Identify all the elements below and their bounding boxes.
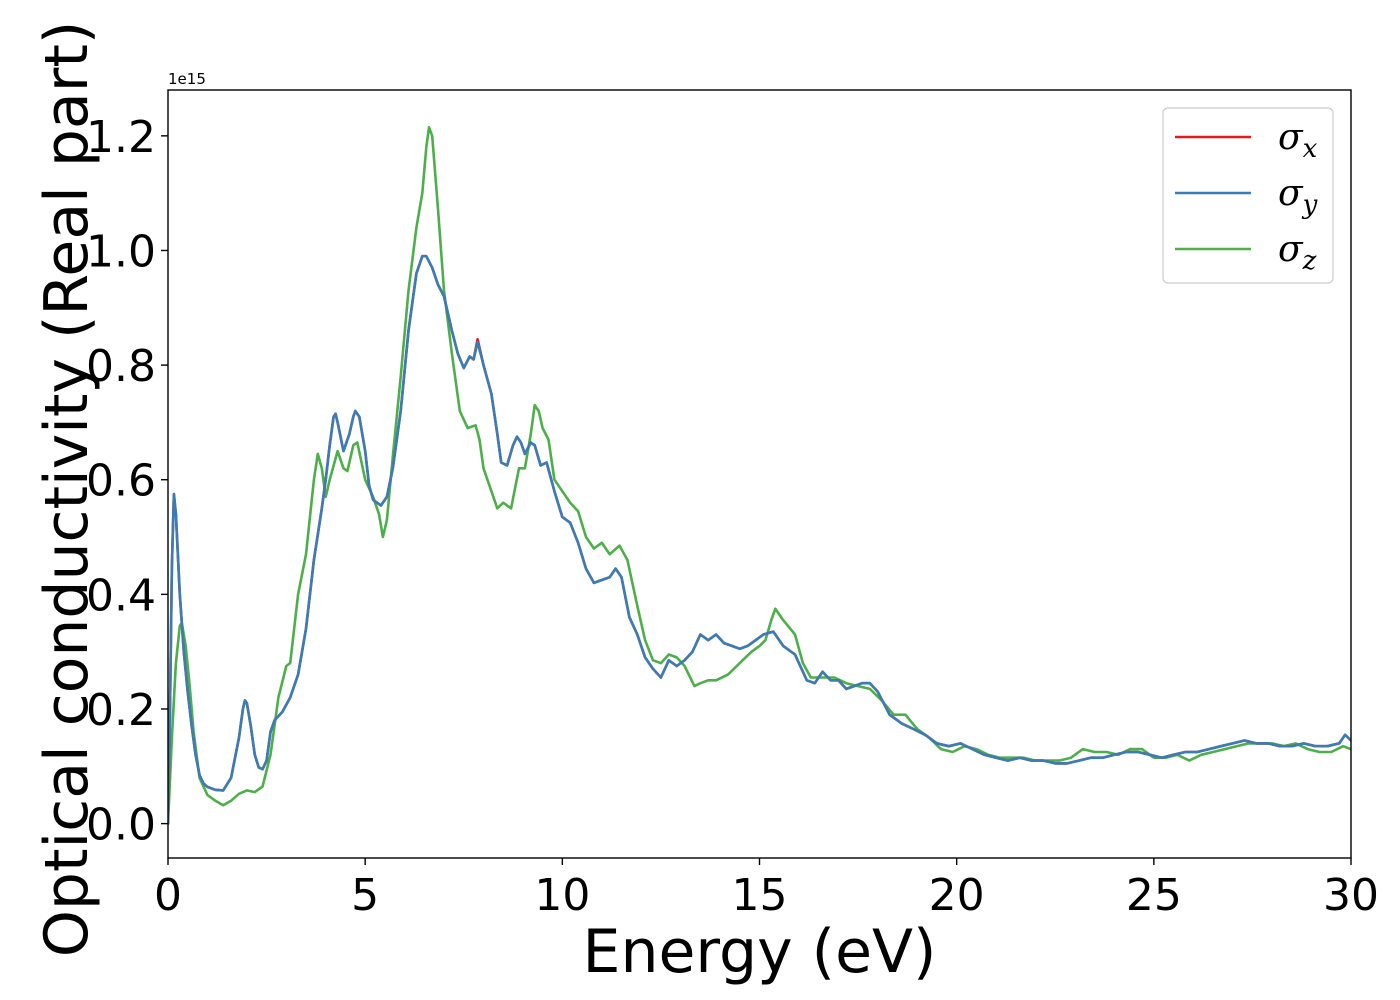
- y-axis-label: Optical conductivity (Real part): [32, 21, 102, 958]
- y-tick-label: 0.2: [86, 685, 156, 736]
- series-line-x: [168, 254, 1351, 825]
- x-tick-label: 5: [351, 870, 379, 921]
- legend-label-y: σy: [1278, 173, 1318, 220]
- x-tick-label: 30: [1323, 870, 1379, 921]
- y-tick-label: 1.0: [86, 226, 156, 277]
- series-line-z: [168, 126, 1351, 825]
- legend-label-x: σx: [1278, 117, 1318, 164]
- x-tick-label: 20: [929, 870, 985, 921]
- x-tick-label: 25: [1126, 870, 1182, 921]
- legend-box: [1162, 107, 1334, 284]
- y-tick-label: 1.2: [86, 112, 156, 163]
- x-axis-ticks: 0 5 10 15 20 25 30: [154, 858, 1379, 921]
- x-tick-label: 10: [534, 870, 590, 921]
- legend-label-z: σz: [1278, 229, 1317, 276]
- y-tick-label: 0.0: [86, 800, 156, 851]
- x-tick-label: 0: [154, 870, 182, 921]
- series-line-y: [168, 254, 1351, 825]
- x-tick-label: 15: [732, 870, 788, 921]
- y-axis-offset-label: 1e15: [168, 70, 206, 88]
- x-axis-label: Energy (eV): [583, 917, 937, 987]
- y-tick-label: 0.6: [86, 456, 156, 507]
- legend: σx σy σz: [1162, 107, 1334, 284]
- plot-lines: [168, 126, 1351, 825]
- y-tick-label: 0.4: [86, 570, 156, 621]
- y-tick-label: 0.8: [86, 341, 156, 392]
- y-axis-ticks: 0.0 0.2 0.4 0.6 0.8 1.0 1.2: [86, 112, 168, 851]
